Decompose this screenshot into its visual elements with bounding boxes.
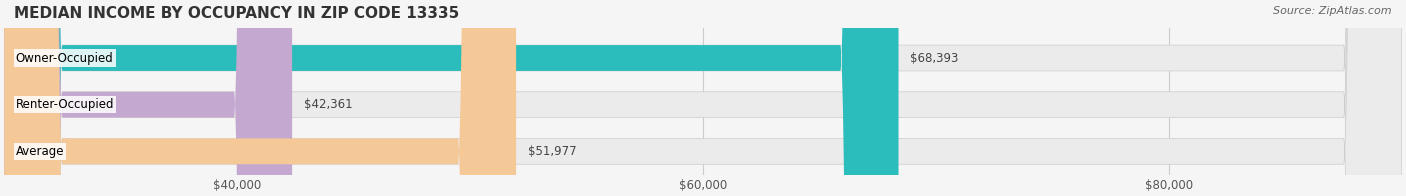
Text: Source: ZipAtlas.com: Source: ZipAtlas.com bbox=[1274, 6, 1392, 16]
FancyBboxPatch shape bbox=[4, 0, 292, 196]
Text: Owner-Occupied: Owner-Occupied bbox=[15, 52, 114, 64]
Text: $42,361: $42,361 bbox=[304, 98, 353, 111]
Text: Average: Average bbox=[15, 145, 65, 158]
FancyBboxPatch shape bbox=[4, 0, 1402, 196]
Text: $68,393: $68,393 bbox=[910, 52, 959, 64]
Text: $51,977: $51,977 bbox=[527, 145, 576, 158]
Text: MEDIAN INCOME BY OCCUPANCY IN ZIP CODE 13335: MEDIAN INCOME BY OCCUPANCY IN ZIP CODE 1… bbox=[14, 6, 460, 21]
FancyBboxPatch shape bbox=[4, 0, 1402, 196]
FancyBboxPatch shape bbox=[4, 0, 898, 196]
Text: Renter-Occupied: Renter-Occupied bbox=[15, 98, 114, 111]
FancyBboxPatch shape bbox=[4, 0, 516, 196]
FancyBboxPatch shape bbox=[4, 0, 1402, 196]
